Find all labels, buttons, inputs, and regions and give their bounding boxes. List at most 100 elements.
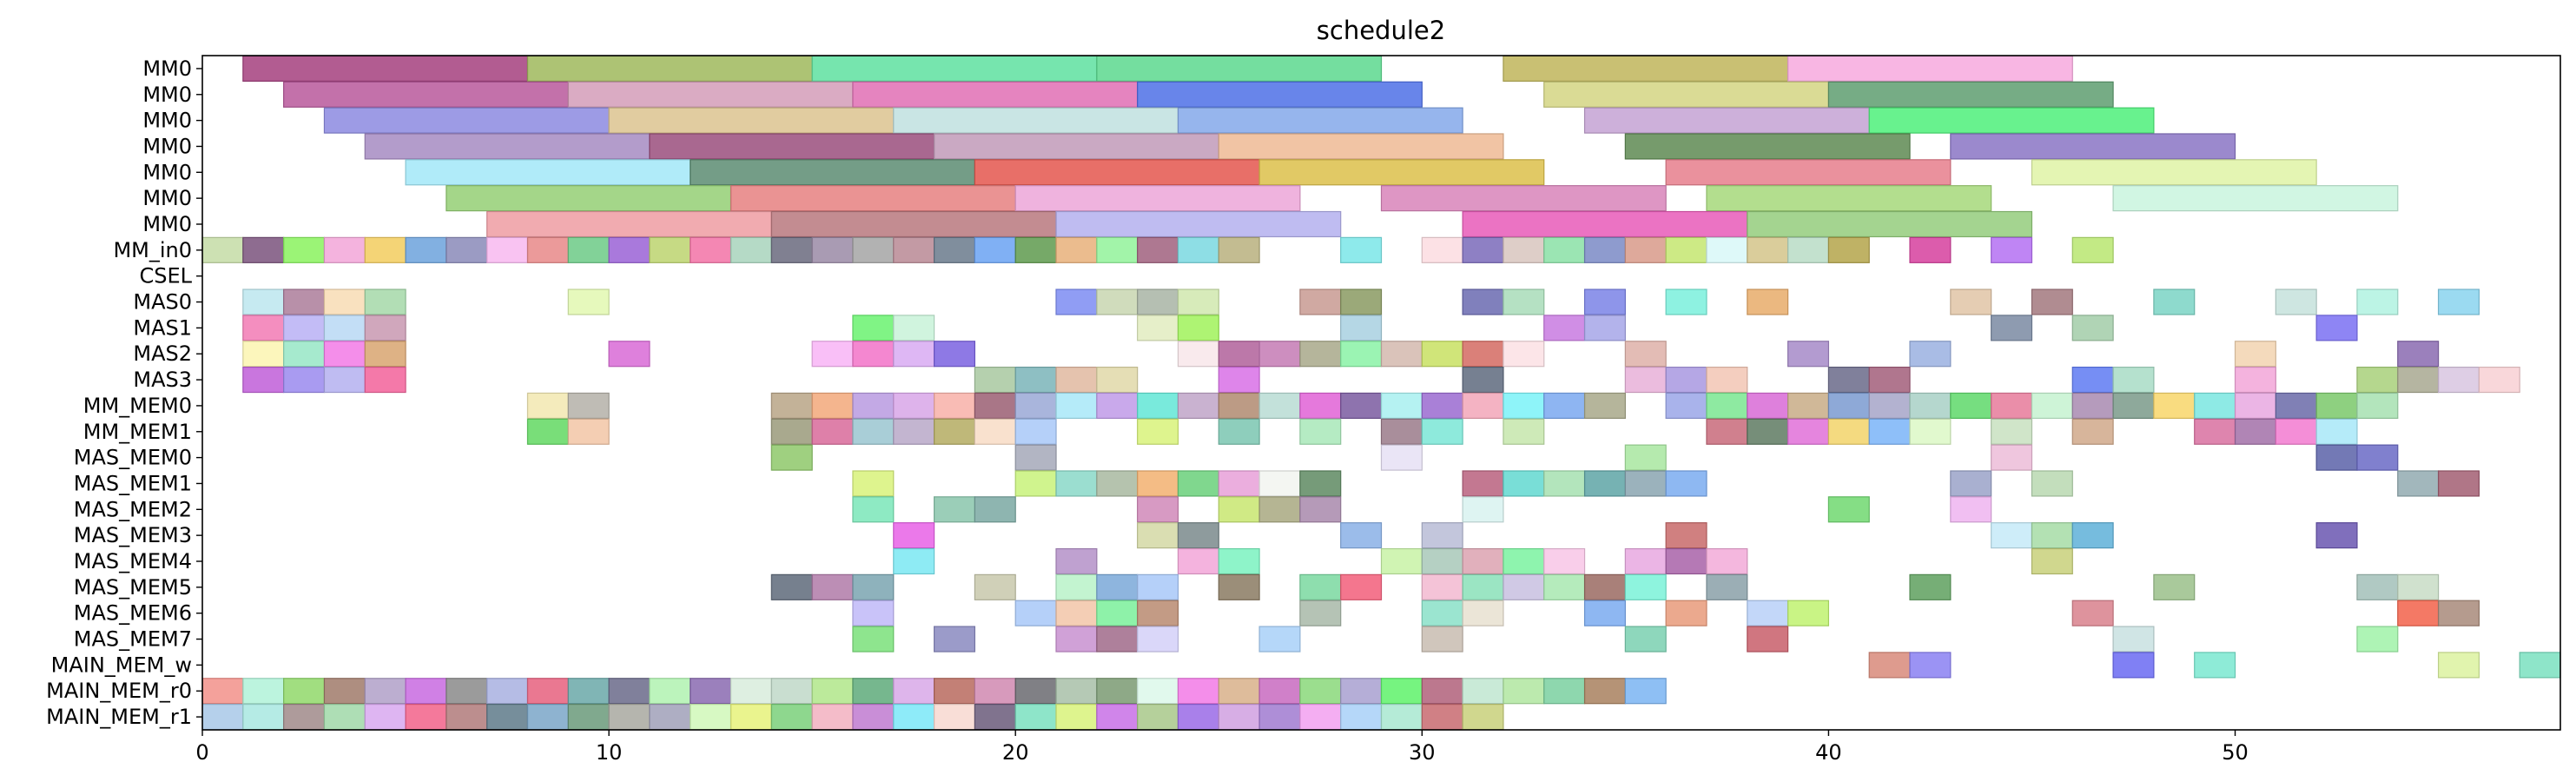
task-bar-row7-t0	[201, 236, 244, 263]
task-bar-row19-t29	[1380, 547, 1423, 575]
task-bar-row9-t55	[2437, 288, 2480, 315]
task-bar-row24-t9	[567, 678, 610, 705]
task-bar-row9-t28	[1340, 288, 1383, 315]
task-bar-row21-t36	[1665, 600, 1707, 626]
task-bar-row2-t10	[608, 107, 895, 134]
y-tick-label: MM0	[142, 56, 192, 81]
task-bar-row17-t18	[933, 496, 975, 523]
task-bar-row24-t6	[446, 678, 488, 705]
task-bar-row11-t27	[1299, 341, 1342, 368]
task-bar-row13-t44	[1991, 392, 2033, 420]
task-bar-row14-t27	[1299, 418, 1342, 445]
task-bar-row15-t44	[1991, 444, 2033, 471]
task-bar-row23-t55	[2437, 652, 2480, 679]
task-bar-row24-t17	[893, 678, 935, 705]
task-bar-row16-t22	[1096, 470, 1139, 497]
task-bar-row13-t34	[1583, 392, 1626, 420]
task-bar-row16-t32	[1503, 470, 1545, 497]
task-bar-row2-t17	[893, 107, 1179, 134]
task-bar-row9-t53	[2356, 288, 2399, 315]
plot-frame	[201, 55, 2561, 731]
task-bar-row6-t31	[1462, 210, 1748, 238]
task-bar-row7-t3	[323, 236, 366, 263]
task-bar-row20-t48	[2153, 573, 2196, 600]
task-bar-row4-t5	[405, 159, 691, 186]
task-bar-row9-t36	[1665, 288, 1707, 315]
task-bar-row17-t27	[1299, 496, 1342, 523]
task-bar-row1-t16	[852, 81, 1139, 108]
task-bar-row20-t14	[770, 573, 813, 600]
task-bar-row12-t53	[2356, 367, 2399, 394]
task-bar-row13-t29	[1380, 392, 1423, 420]
task-bar-row18-t45	[2031, 522, 2073, 549]
task-bar-row9-t32	[1503, 288, 1545, 315]
task-bar-row7-t25	[1218, 236, 1260, 263]
task-bar-row11-t26	[1258, 341, 1301, 368]
task-bar-row25-t10	[608, 703, 651, 731]
task-bar-row3-t25	[1218, 133, 1504, 160]
task-bar-row21-t39	[1787, 600, 1830, 626]
task-bar-row7-t15	[811, 236, 854, 263]
task-bar-row10-t3	[323, 315, 366, 341]
task-bar-row1-t40	[1827, 81, 2114, 108]
task-bar-row3-t11	[649, 133, 935, 160]
task-bar-row14-t44	[1991, 418, 2033, 445]
task-bar-row19-t31	[1462, 547, 1504, 575]
task-bar-row21-t46	[2071, 600, 2114, 626]
task-bar-row11-t4	[364, 341, 406, 368]
task-bar-row25-t1	[242, 703, 285, 731]
task-bar-row13-t9	[567, 392, 610, 420]
task-bar-row7-t30	[1421, 236, 1463, 263]
task-bar-row16-t33	[1543, 470, 1586, 497]
y-tick-label: MAS_MEM4	[74, 549, 192, 573]
task-bar-row9-t38	[1747, 288, 1789, 315]
task-bar-row12-t50	[2234, 367, 2276, 394]
task-bar-row17-t31	[1462, 496, 1504, 523]
x-tick-label: 40	[1815, 740, 1842, 765]
task-bar-row20-t19	[974, 573, 1016, 600]
task-bar-row7-t37	[1706, 236, 1748, 263]
task-bar-row12-t56	[2478, 367, 2520, 394]
task-bar-row15-t35	[1624, 444, 1667, 471]
task-bar-row11-t17	[893, 341, 935, 368]
task-bar-row25-t16	[852, 703, 895, 731]
task-bar-row24-t15	[811, 678, 854, 705]
task-bar-row25-t7	[486, 703, 529, 731]
y-tick-label: MM_in0	[113, 238, 192, 262]
task-bar-row25-t5	[405, 703, 447, 731]
task-bar-row22-t23	[1137, 626, 1179, 653]
task-bar-row24-t13	[730, 678, 772, 705]
task-bar-row7-t8	[526, 236, 569, 263]
task-bar-row12-t37	[1706, 367, 1748, 394]
task-bar-row7-t32	[1503, 236, 1545, 263]
task-bar-row13-t8	[526, 392, 569, 420]
task-bar-row17-t23	[1137, 496, 1179, 523]
task-bar-row17-t16	[852, 496, 895, 523]
task-bar-row19-t45	[2031, 547, 2073, 575]
task-bar-row10-t17	[893, 315, 935, 341]
task-bar-row11-t35	[1624, 341, 1667, 368]
task-bar-row14-t14	[770, 418, 813, 445]
task-bar-row14-t16	[852, 418, 895, 445]
task-bar-row5-t37	[1706, 185, 1992, 212]
task-bar-row7-t33	[1543, 236, 1586, 263]
task-bar-row19-t30	[1421, 547, 1463, 575]
task-bar-row12-t21	[1055, 367, 1098, 394]
task-bar-row7-t17	[893, 236, 935, 263]
task-bar-row12-t46	[2071, 367, 2114, 394]
task-bar-row24-t11	[649, 678, 691, 705]
task-bar-row4-t26	[1258, 159, 1545, 186]
task-bar-row7-t11	[649, 236, 691, 263]
task-bar-row4-t45	[2031, 159, 2317, 186]
task-bar-row7-t40	[1827, 236, 1870, 263]
task-bar-row24-t12	[690, 678, 732, 705]
task-bar-row11-t28	[1340, 341, 1383, 368]
x-tick-label: 0	[195, 740, 208, 765]
task-bar-row24-t23	[1137, 678, 1179, 705]
task-bar-row10-t52	[2315, 315, 2358, 341]
task-bar-row10-t1	[242, 315, 285, 341]
task-bar-row20-t16	[852, 573, 895, 600]
task-bar-row20-t21	[1055, 573, 1098, 600]
task-bar-row25-t11	[649, 703, 691, 731]
task-bar-row3-t18	[933, 133, 1219, 160]
